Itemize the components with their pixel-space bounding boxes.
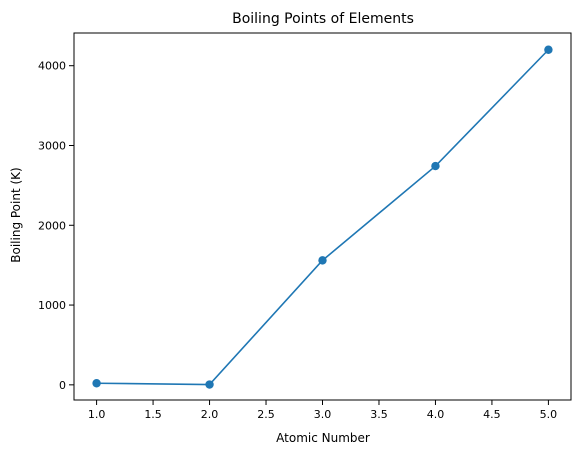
y-tick-label: 0 (59, 379, 66, 392)
x-tick-label: 1.5 (144, 408, 162, 421)
data-point (431, 161, 440, 171)
y-axis-ticks: 0 1000 2000 3000 4000 (38, 60, 74, 392)
data-point (92, 379, 101, 388)
x-tick-label: 4.5 (483, 408, 501, 421)
x-tick-label: 4.0 (427, 408, 445, 421)
plot-area (92, 45, 553, 389)
x-axis-label: Atomic Number (276, 431, 370, 445)
x-tick-label: 1.0 (88, 408, 106, 421)
x-tick-label: 3.0 (314, 408, 332, 421)
data-point (205, 380, 214, 389)
x-tick-label: 2.5 (257, 408, 275, 421)
data-point (318, 256, 327, 265)
x-tick-label: 5.0 (540, 408, 558, 421)
x-tick-label: 2.0 (201, 408, 219, 421)
data-point (544, 45, 553, 54)
x-axis-ticks: 1.0 1.5 2.0 2.5 3.0 3.5 4.0 4.5 5.0 (88, 400, 557, 421)
y-tick-label: 4000 (38, 60, 66, 73)
y-tick-label: 1000 (38, 299, 66, 312)
plot-frame (73, 32, 572, 401)
y-axis-label: Boiling Point (K) (9, 167, 23, 262)
y-tick-label: 3000 (38, 139, 66, 152)
x-tick-label: 3.5 (370, 408, 388, 421)
chart-title: Boiling Points of Elements (232, 11, 414, 27)
y-tick-label: 2000 (38, 219, 66, 232)
